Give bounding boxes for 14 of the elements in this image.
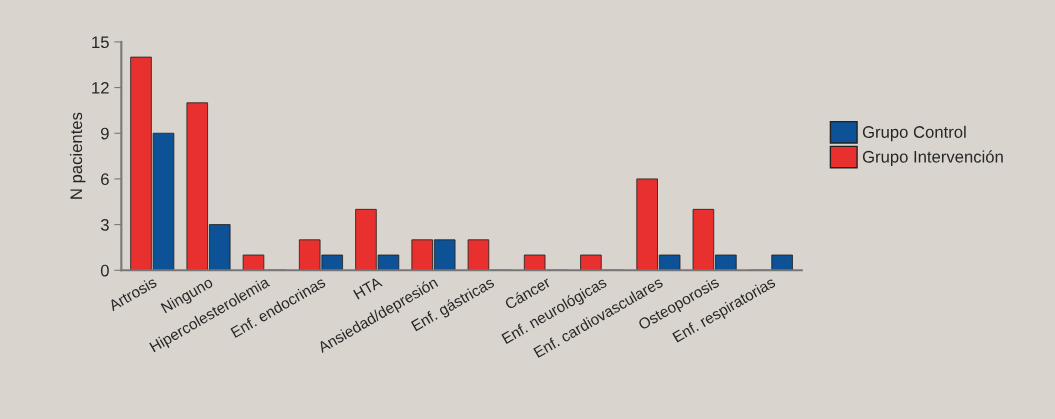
- legend-label: Grupo Control: [862, 125, 966, 142]
- y-tick-label: 9: [101, 127, 109, 140]
- y-tick-label: 3: [100, 218, 109, 231]
- y-tick-label: 15: [92, 36, 109, 49]
- y-tick-label: 12: [92, 81, 109, 94]
- bar: [242, 254, 265, 271]
- bar: [523, 254, 546, 271]
- bar: [467, 239, 490, 271]
- y-tick-label: 6: [101, 173, 109, 186]
- bar: [771, 254, 793, 271]
- bar: [580, 254, 602, 271]
- legend-label: Grupo Intervención: [862, 150, 1003, 166]
- y-tick-label: 0: [100, 264, 109, 277]
- y-axis-title: N pacientes: [69, 112, 86, 199]
